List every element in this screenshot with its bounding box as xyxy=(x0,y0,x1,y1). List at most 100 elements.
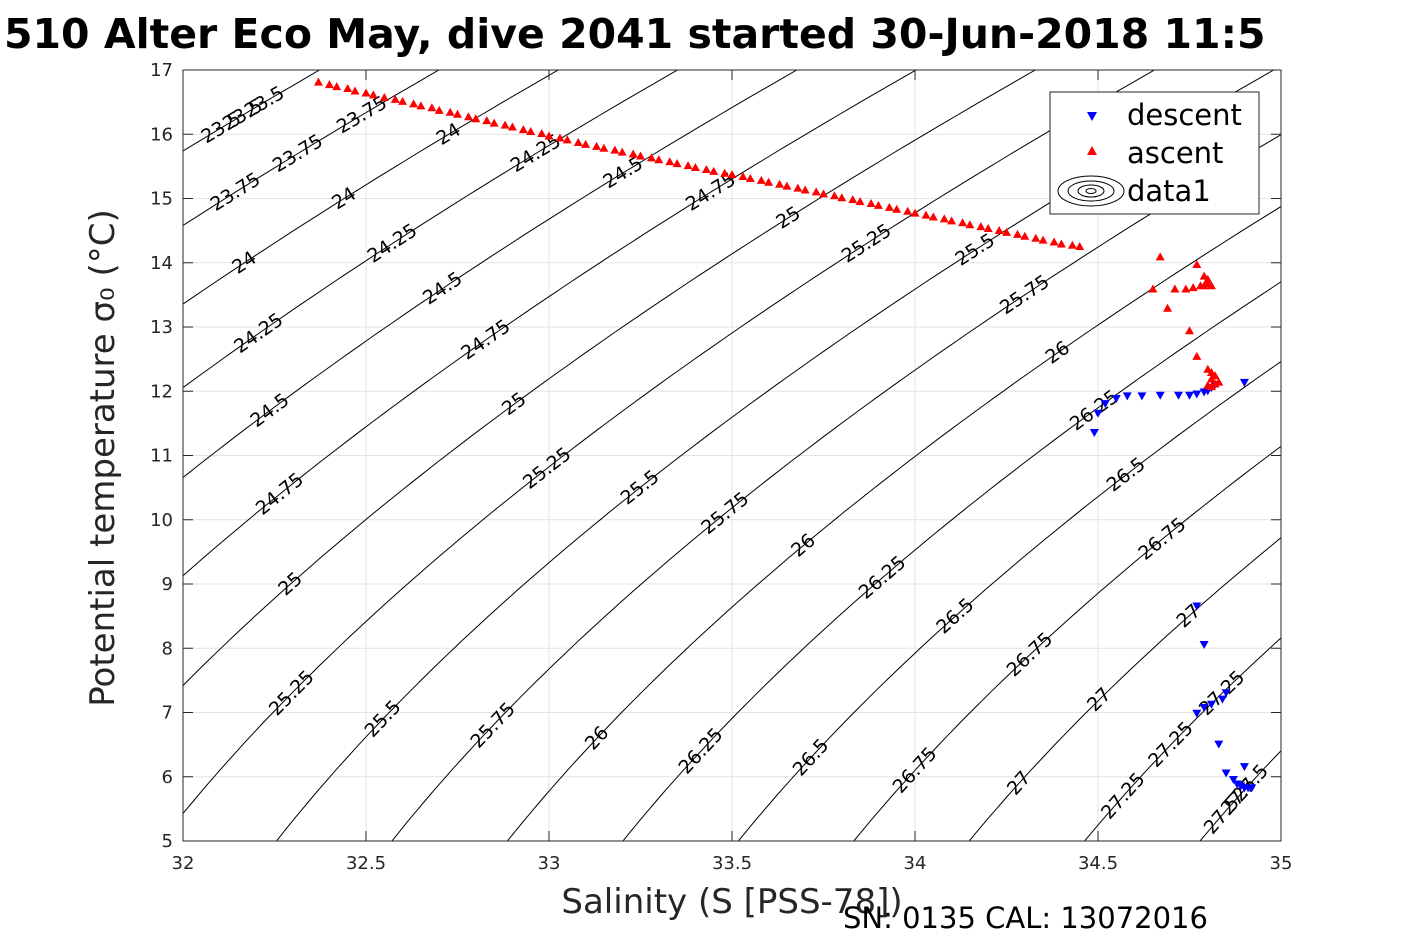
serial-calibration-footer: SN: 0135 CAL: 13072016 xyxy=(843,901,1208,935)
ascent-point xyxy=(855,197,865,206)
ascent-point xyxy=(1192,260,1202,269)
ascent-point xyxy=(976,222,986,231)
y-tick-label: 8 xyxy=(162,638,173,659)
ascent-point xyxy=(654,155,664,164)
descent-point xyxy=(1221,689,1231,698)
ascent-point xyxy=(445,107,455,116)
ascent-point xyxy=(507,122,517,131)
ascent-point xyxy=(958,218,968,227)
descent-point xyxy=(1155,391,1165,400)
y-tick-label: 5 xyxy=(162,831,173,852)
ascent-point xyxy=(939,214,949,223)
descent-point xyxy=(1247,784,1257,793)
ascent-point xyxy=(1012,229,1022,238)
ascent-point xyxy=(866,198,876,207)
ascent-point xyxy=(683,161,693,170)
ascent-point xyxy=(324,80,334,89)
y-tick-label: 9 xyxy=(162,574,173,595)
ascent-point xyxy=(1020,231,1030,240)
ascent-point xyxy=(617,147,627,156)
ascent-point xyxy=(398,96,408,105)
legend-ascent-label: ascent xyxy=(1127,136,1223,170)
sigma-contour-line xyxy=(183,70,440,227)
ascent-point xyxy=(1075,242,1085,251)
ascent-point xyxy=(947,216,957,225)
descent-point xyxy=(1221,769,1231,778)
ascent-point xyxy=(592,141,602,150)
ascent-point xyxy=(1170,284,1180,293)
ascent-point xyxy=(1031,233,1041,242)
ascent-point xyxy=(313,77,323,86)
ascent-point xyxy=(573,137,583,146)
descent-point xyxy=(1239,763,1249,772)
y-tick-label: 14 xyxy=(150,253,173,274)
descent-point xyxy=(1192,602,1202,611)
ascent-point xyxy=(892,204,902,213)
ascent-point xyxy=(562,135,572,144)
y-tick-label: 12 xyxy=(150,381,173,402)
ascent-point xyxy=(646,153,656,162)
ascent-point xyxy=(555,133,565,142)
y-tick-label: 7 xyxy=(162,703,173,724)
legend-contour-icon xyxy=(1057,175,1125,207)
ascent-point xyxy=(434,105,444,114)
ascent-point xyxy=(599,143,609,152)
ascent-point xyxy=(983,224,993,233)
x-tick-label: 34.5 xyxy=(1078,853,1118,874)
ascent-point xyxy=(544,131,554,140)
legend-descent-marker xyxy=(1087,112,1097,121)
sigma-contour-line xyxy=(183,70,679,389)
ascent-point xyxy=(720,168,730,177)
ascent-point xyxy=(1155,252,1165,261)
ascent-point xyxy=(1049,237,1059,246)
descent-point xyxy=(1239,378,1249,387)
ascent-point xyxy=(1206,374,1216,383)
sigma-contour-line xyxy=(968,537,1281,841)
x-axis-ticks: 32 32.5 33 33.5 34 34.5 35 xyxy=(172,70,1293,874)
descent-point xyxy=(1192,390,1202,399)
ascent-point xyxy=(745,173,755,182)
x-tick-label: 34 xyxy=(904,853,927,874)
ascent-point xyxy=(1192,351,1202,360)
ascent-point xyxy=(928,212,938,221)
sigma-contour-line xyxy=(1083,637,1281,841)
ascent-point xyxy=(848,195,858,204)
ascent-point xyxy=(837,193,847,202)
x-tick-label: 33 xyxy=(538,853,561,874)
ascent-point xyxy=(965,220,975,229)
ascent-point xyxy=(610,145,620,154)
ascent-point xyxy=(873,200,883,209)
ascent-point xyxy=(518,125,528,134)
ascent-point xyxy=(368,90,378,99)
ascent-point xyxy=(416,101,426,110)
ascent-point xyxy=(819,189,828,198)
y-tick-label: 10 xyxy=(150,510,173,531)
ascent-point xyxy=(903,206,913,215)
ascent-point xyxy=(636,151,645,160)
y-axis-label: Potential temperature σ₀ (°C) xyxy=(83,209,123,707)
x-tick-label: 32 xyxy=(172,853,195,874)
ascent-point xyxy=(811,187,821,196)
ascent-point xyxy=(332,82,342,91)
ascent-point xyxy=(581,139,591,148)
ascent-point xyxy=(1002,227,1011,236)
ascent-point xyxy=(1206,382,1216,391)
descent-point xyxy=(1100,400,1110,409)
y-tick-label: 6 xyxy=(162,767,173,788)
sigma-contour-line xyxy=(506,205,1281,841)
sigma-contour-line xyxy=(183,70,1156,815)
ascent-series xyxy=(313,77,1224,391)
ascent-point xyxy=(500,120,510,129)
x-tick-label: 32.5 xyxy=(346,853,386,874)
x-tick-label: 35 xyxy=(1270,853,1293,874)
ascent-point xyxy=(1185,326,1194,335)
ascent-point xyxy=(482,116,492,125)
ascent-point xyxy=(343,83,353,92)
ascent-point xyxy=(361,88,371,97)
y-axis-ticks: 5 6 7 8 9 10 11 12 13 14 15 16 17 xyxy=(150,60,1281,852)
ascent-point xyxy=(1199,271,1209,280)
ascent-point xyxy=(793,183,803,192)
sigma-contour-line xyxy=(737,360,1281,841)
ascent-point xyxy=(727,170,737,179)
ascent-point xyxy=(1163,303,1173,312)
